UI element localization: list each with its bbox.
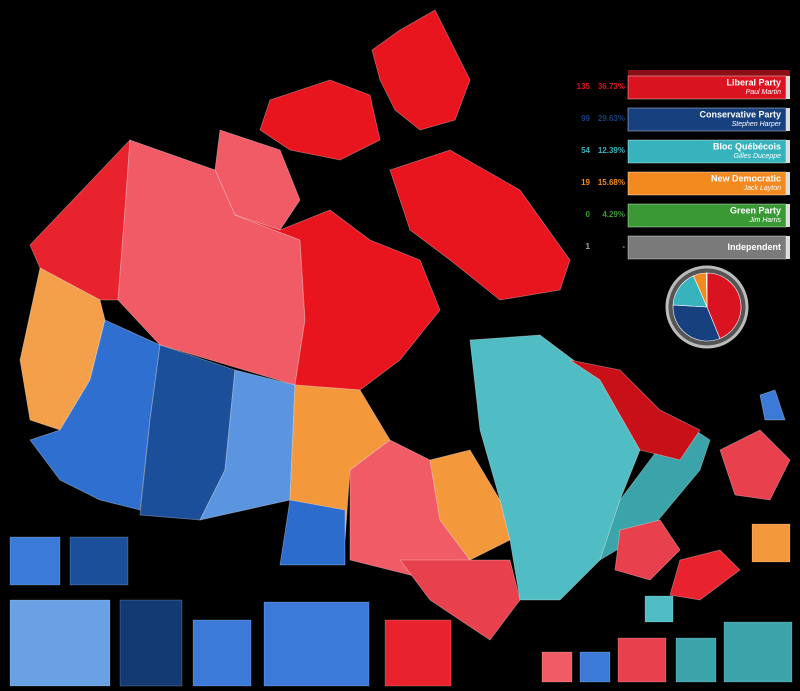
inset-gta [263,601,370,687]
party-leader: Jim Harris [749,217,782,224]
inset-halifax [751,523,791,563]
party-leader: Stephen Harper [732,121,782,128]
seat-count: 135 [577,82,591,91]
party-bar-edge [786,172,790,195]
seat-count: 1 [586,242,591,251]
party-bar-edge [786,236,790,259]
inset-victoria [9,536,61,586]
pie-slice [706,272,742,339]
vote-share: 36.73% [598,82,625,91]
inset-hamilton [579,651,611,683]
inset-vancouver [9,599,111,687]
inset-ottawa [541,651,573,683]
pie-slice [705,272,708,308]
new-brunswick [614,519,681,581]
inset-montreal [723,621,793,683]
legend-header [628,70,790,76]
party-bar-edge [786,204,790,227]
ellesmere-island [371,9,471,131]
labrador-south [759,389,786,421]
seat-count: 54 [581,146,590,155]
party-bar-edge [786,108,790,131]
party-name: New Democratic [711,173,781,183]
vote-share: - [622,242,625,251]
baffin-island [389,149,571,301]
legend: Liberal Party Paul Martin 135 36.73% Conserv… [577,70,790,260]
ontario-south [399,559,521,641]
seat-count: 19 [581,178,590,187]
arctic-islands [259,79,381,161]
nunavut [234,209,441,391]
party-leader: Paul Martin [746,89,782,96]
party-name: Bloc Québécois [713,141,781,151]
party-name: Independent [728,242,782,252]
vote-share: 12.39% [598,146,625,155]
manitoba-south [279,499,346,566]
inset-edmonton [69,536,129,586]
provinces [19,9,791,641]
party-bar-edge [786,140,790,163]
party-name: Green Party [730,205,781,215]
seat-count: 99 [581,114,590,123]
inset-montreal-west [675,637,717,683]
labrador [569,359,701,461]
party-name: Liberal Party [726,77,781,87]
saskatchewan [199,369,296,521]
party-leader: Gilles Duceppe [734,153,782,160]
nova-scotia [669,549,741,601]
party-bar-edge [786,76,790,99]
inset-laval [644,595,674,623]
vote-share: 29.63% [598,114,625,123]
seat-pie [665,265,749,349]
inset-toronto [384,619,452,687]
seat-count: 0 [586,210,591,219]
inset-maps [9,523,793,687]
newfoundland [719,429,791,501]
party-name: Conservative Party [699,109,781,119]
inset-quebec-city [617,637,667,683]
inset-calgary [119,599,183,687]
pie-slice [672,304,721,342]
inset-winnipeg [192,619,252,687]
vote-share: 15.68% [598,178,625,187]
vote-share: 4.29% [602,210,625,219]
party-leader: Jack Layton [743,185,781,192]
